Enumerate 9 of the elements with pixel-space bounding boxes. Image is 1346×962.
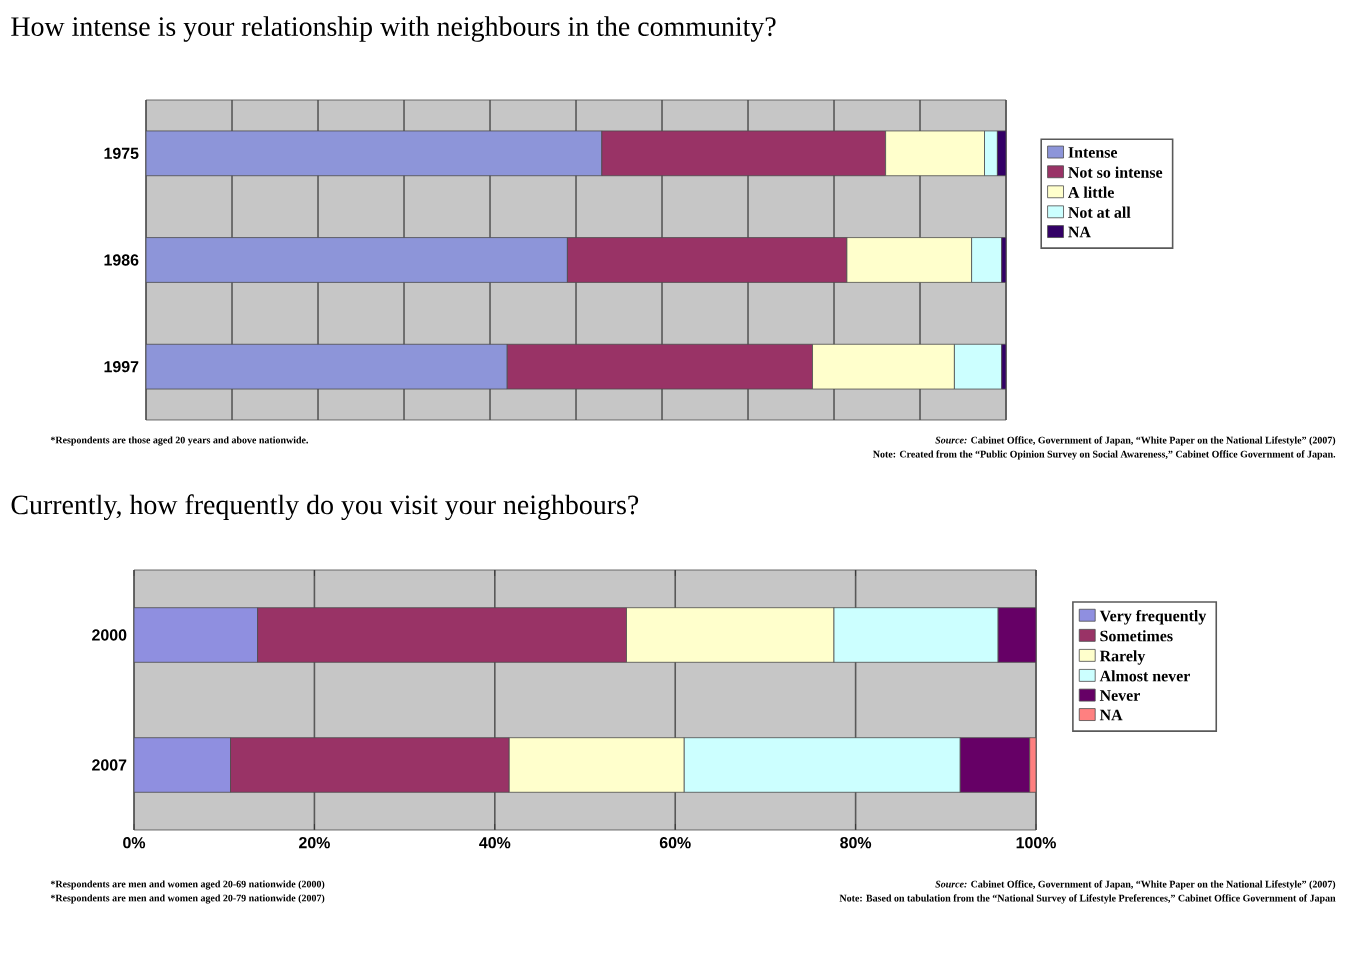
bar — [146, 343, 508, 390]
bar — [959, 737, 1031, 793]
bar — [134, 737, 231, 793]
chart-title: How intense is your relationship with neighbours in the community? — [11, 16, 776, 42]
bar — [146, 237, 568, 283]
bar — [997, 607, 1037, 663]
bar — [146, 130, 603, 177]
chart-title: Currently, how frequently do you visit your neighbours? — [11, 494, 639, 521]
bar — [134, 607, 258, 663]
